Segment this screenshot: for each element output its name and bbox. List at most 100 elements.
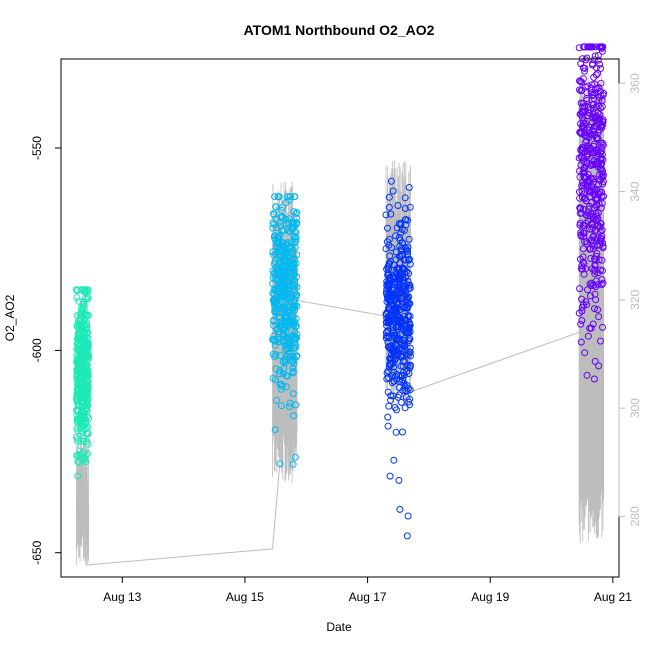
scatter-point (598, 199, 606, 207)
scatter-point (395, 476, 403, 484)
scatter-point (390, 305, 398, 312)
scatter-point (274, 193, 282, 201)
scatter-point (290, 269, 298, 277)
scatter-point (84, 334, 92, 342)
scatter-point (392, 305, 400, 313)
scatter-point (584, 82, 592, 90)
scatter-point (273, 297, 280, 305)
scatter-point (577, 120, 584, 128)
scatter-point (596, 166, 604, 174)
scatter-point (394, 266, 402, 274)
scatter-point (286, 336, 294, 344)
scatter-point (274, 289, 282, 297)
scatter-point (403, 532, 411, 540)
scatter-point (280, 286, 288, 294)
scatter-point (398, 398, 405, 406)
scatter-point (401, 404, 409, 412)
scatter-point (392, 350, 400, 358)
scatter-point (78, 313, 86, 320)
scatter-point (398, 372, 406, 379)
y2-tick-label: 280 (628, 506, 642, 526)
scatter-point (73, 358, 81, 366)
scatter-point (281, 357, 289, 365)
scatter-point (583, 54, 591, 62)
scatter-point (595, 256, 603, 264)
scatter-point (404, 298, 412, 306)
scatter-point (389, 371, 397, 379)
scatter-point (588, 101, 596, 109)
scatter-point (577, 320, 585, 328)
scatter-point (595, 362, 603, 370)
scatter-point (575, 44, 583, 52)
scatter-point (576, 221, 584, 229)
scatter-point (387, 210, 395, 218)
scatter-point (576, 285, 584, 293)
plot-area (72, 43, 608, 566)
scatter-point (583, 95, 591, 102)
scatter-point (84, 286, 92, 294)
scatter-point (269, 267, 277, 275)
scatter-point (584, 209, 592, 217)
scatter-point (392, 375, 400, 383)
plot-border (60, 58, 620, 578)
scatter-point (79, 394, 87, 402)
x-axis-label: Date (326, 620, 352, 634)
scatter-point (594, 221, 602, 229)
scatter-point (290, 255, 298, 263)
scatter-point (391, 340, 399, 348)
scatter-point (584, 112, 592, 120)
scatter-point (280, 365, 288, 373)
scatter-point (596, 176, 604, 184)
scatter-point (292, 228, 300, 236)
scatter-point (273, 267, 281, 275)
scatter-point (84, 295, 92, 303)
scatter-point (598, 43, 606, 51)
scatter-point (599, 118, 607, 126)
scatter-point (281, 263, 289, 271)
scatter-point (80, 435, 88, 443)
scatter-point (396, 259, 404, 267)
y-axis: -650 -600 -550 (30, 136, 62, 565)
y2-tick-label: 340 (628, 181, 642, 201)
scatter-point (594, 306, 602, 314)
scatter-point (596, 223, 604, 231)
scatter-point (394, 323, 402, 331)
scatter-point (72, 433, 80, 441)
scatter-point (289, 364, 297, 372)
scatter-point (401, 205, 409, 212)
scatter-point (406, 328, 414, 336)
scatter-point (82, 419, 90, 427)
scatter-point (292, 323, 300, 331)
scatter-point (282, 383, 290, 391)
scatter-point (84, 372, 92, 380)
scatter-point (406, 352, 414, 360)
scatter-point (579, 103, 587, 111)
scatter-point (292, 291, 300, 299)
scatter-point (269, 336, 277, 344)
scatter-point (579, 245, 587, 253)
scatter-point (384, 271, 392, 279)
scatter-point (581, 238, 589, 246)
scatter-point (271, 295, 279, 303)
scatter-point (593, 194, 601, 202)
scatter-point (270, 211, 278, 218)
y-tick-label: -650 (30, 540, 44, 564)
scatter-point (290, 208, 298, 216)
y-axis-label: O2_AO2 (3, 294, 17, 341)
scatter-point (405, 184, 413, 191)
scatter-point (385, 259, 393, 267)
scatter-point (271, 193, 279, 201)
scatter-point (406, 362, 414, 370)
scatter-point (590, 73, 598, 81)
scatter-point (395, 384, 403, 392)
scatter-point (73, 294, 81, 301)
scatter-point (582, 265, 589, 273)
scatter-point (284, 296, 292, 303)
scatter-point (290, 299, 298, 307)
scatter-point (290, 360, 298, 368)
scatter-point (280, 226, 288, 234)
scatter-point (282, 215, 290, 223)
scatter-point (291, 453, 299, 461)
scatter-point (406, 255, 413, 263)
scatter-point (597, 65, 604, 72)
